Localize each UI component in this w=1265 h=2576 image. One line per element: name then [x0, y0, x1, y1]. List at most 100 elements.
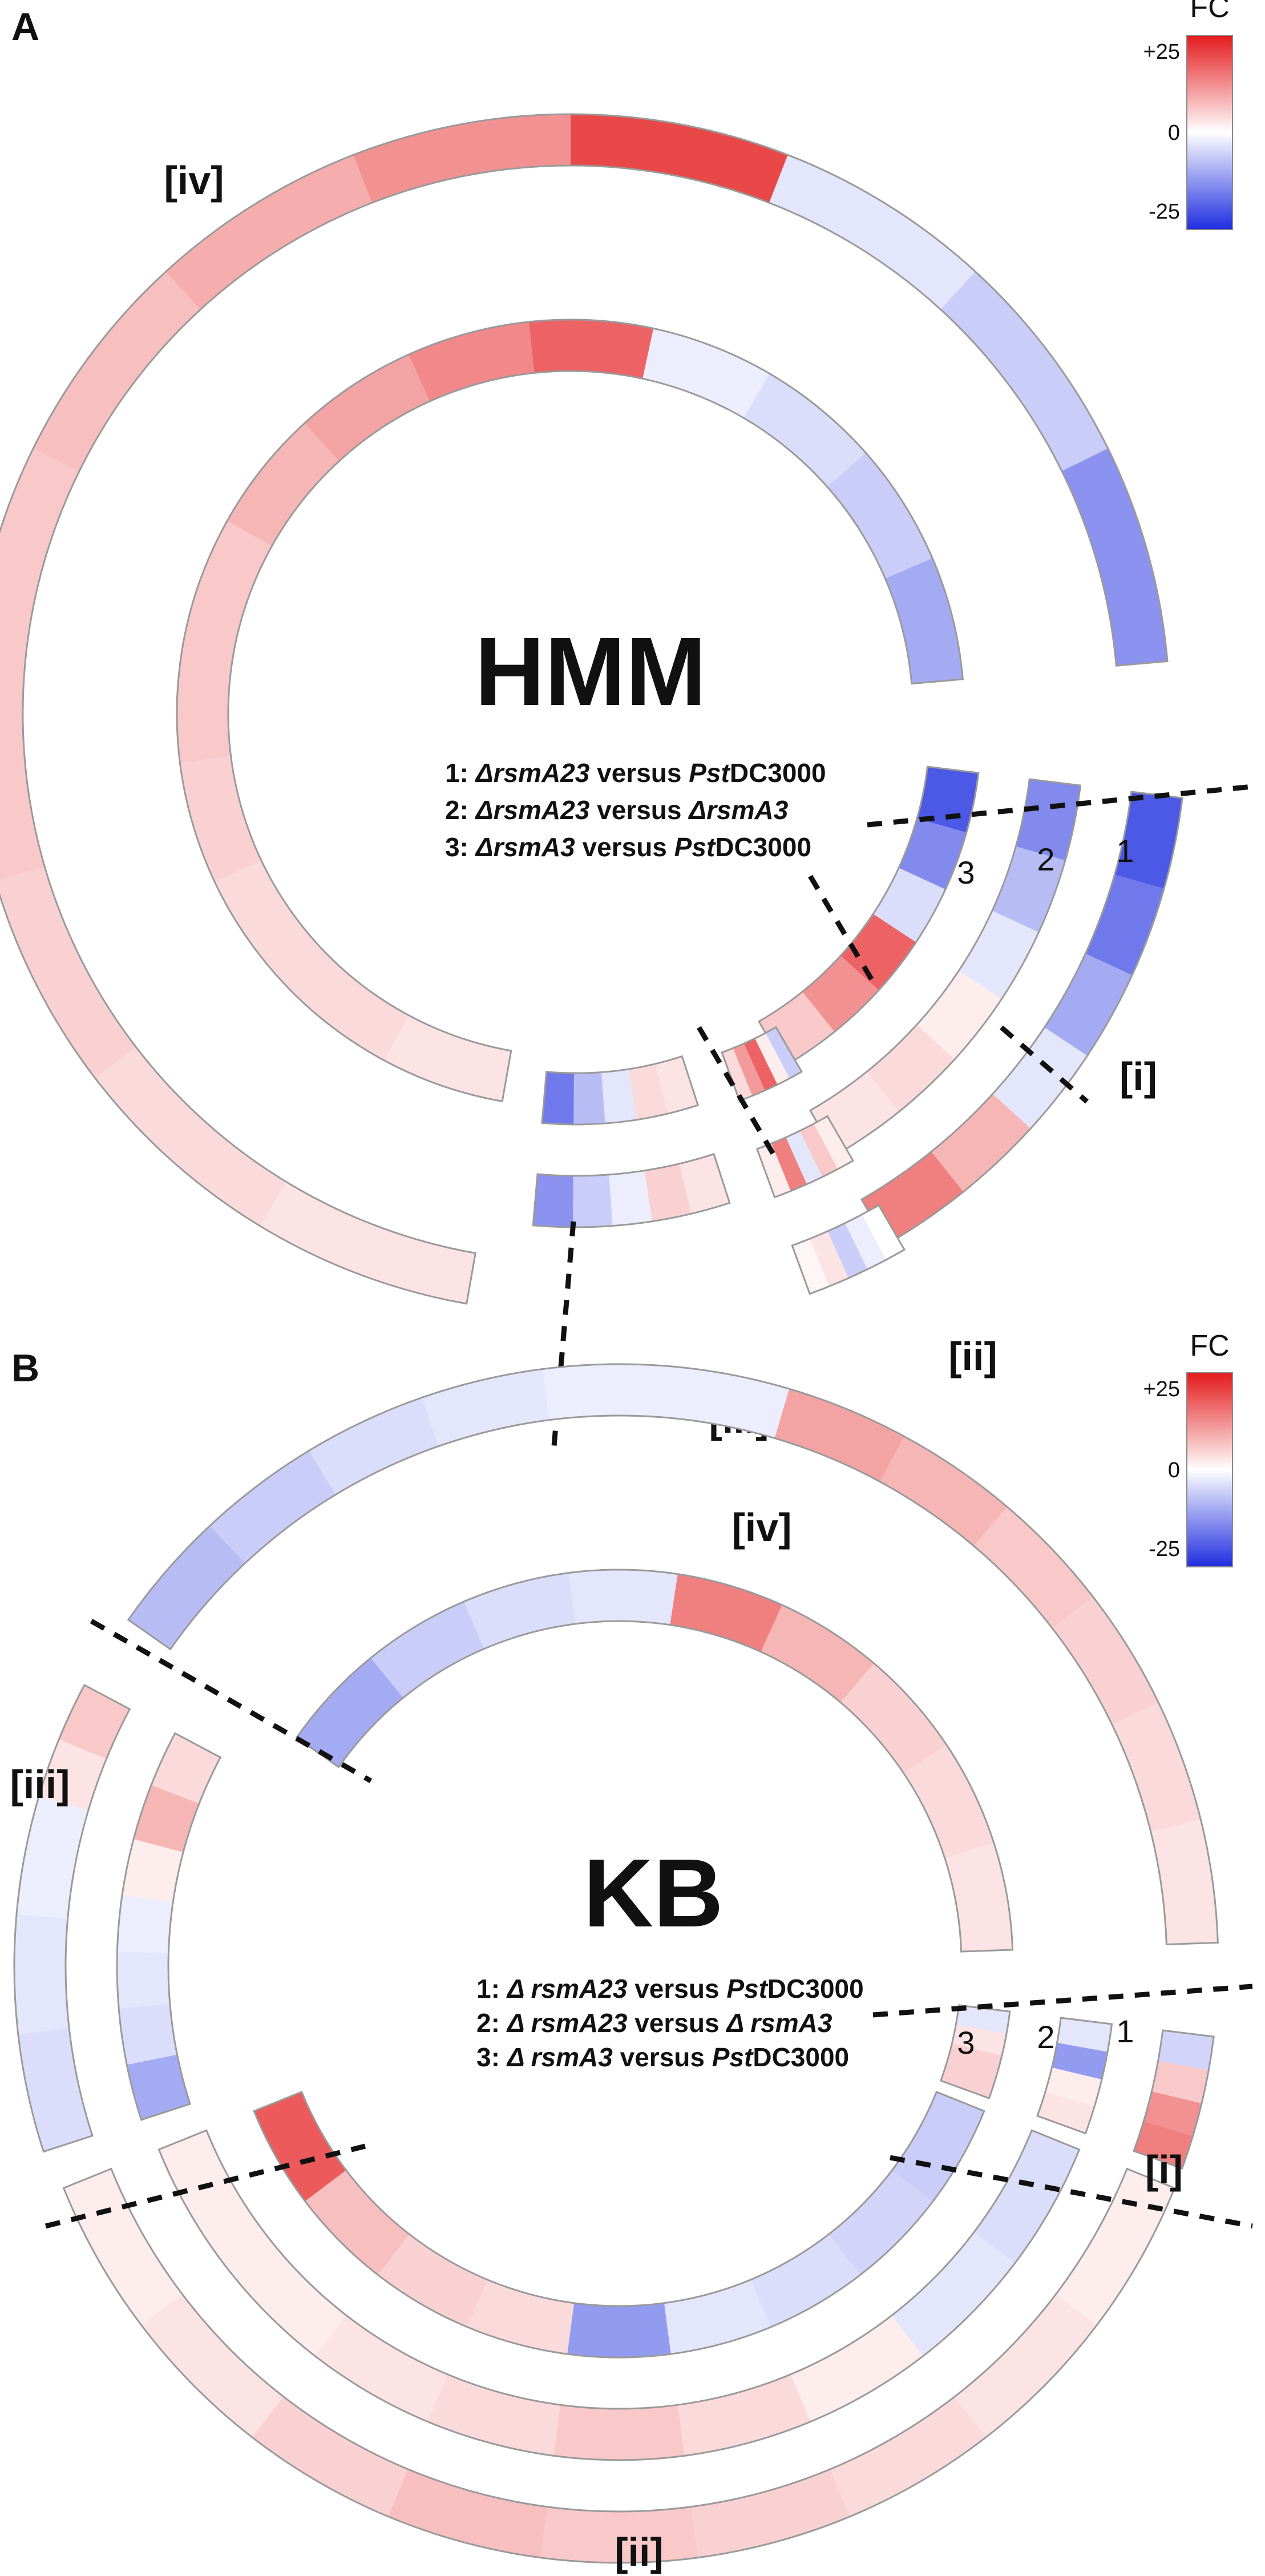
ring-segment: [353, 114, 571, 203]
ring-segment: [799, 1123, 838, 1178]
ring-segment: [956, 2005, 1010, 2034]
panel-b: B KB 1: Δ rsmA23 versus PstDC3000 2: Δ r…: [10, 1329, 1253, 2574]
ring-segment: [127, 2054, 191, 2120]
ring-segment: [828, 2170, 933, 2275]
ring-segment: [529, 320, 654, 379]
ring-segment: [0, 448, 80, 666]
ring-segment: [1052, 2042, 1108, 2080]
ring-number-1: 1: [1116, 2013, 1134, 2049]
ring-segment: [177, 637, 235, 763]
ring-segment: [1150, 1819, 1218, 1945]
ring-segment: [866, 1025, 955, 1112]
ring-segment: [601, 1069, 637, 1124]
panel-a: A HMM 1: ΔrsmA23 versus PstDC3000 2: Δrs…: [0, 0, 1253, 1453]
ring-segment: [765, 1027, 802, 1079]
ring-segment: [63, 2168, 183, 2325]
colorbar-tick-max: +25: [1143, 1377, 1180, 1401]
ring-segment: [223, 2232, 347, 2356]
ring-outline: [62, 2167, 1176, 2564]
ring-segment: [568, 1569, 678, 1625]
ring-segment: [840, 914, 916, 991]
ring-segment: [1057, 2018, 1112, 2053]
ring-segment: [899, 818, 967, 890]
colorbar-tick-min: -25: [1149, 1537, 1180, 1561]
ring-number-1: 1: [1116, 833, 1134, 869]
ring-segment: [116, 1951, 170, 2009]
ring-segment: [802, 956, 879, 1032]
ring-segment: [184, 521, 272, 648]
comparison-legend: 1: ΔrsmA23 versus PstDC3000 2: ΔrsmA23 v…: [445, 758, 826, 862]
ring-outline: [13, 1684, 131, 2153]
group-label-i: [i]: [1145, 2147, 1183, 2192]
ring-segment: [791, 1239, 830, 1294]
ring-segment: [180, 756, 261, 882]
ring-segment: [0, 866, 136, 1079]
ring-segment: [254, 2091, 346, 2202]
divider-line: [890, 2155, 1253, 2229]
ring-segment: [553, 2405, 685, 2460]
circos-rings: [0, 113, 1183, 1305]
ring-segment: [947, 2043, 1002, 2078]
ring-segment: [830, 2396, 987, 2517]
ring-segment: [973, 2130, 1080, 2264]
ring-segment: [296, 1658, 403, 1767]
comparison-line-3: 3: ΔrsmA3 versus PstDC3000: [445, 832, 811, 862]
ring-outline: [541, 1055, 700, 1126]
ring-outline: [0, 113, 1169, 1305]
ring-segment: [141, 2293, 284, 2437]
ring-outline: [295, 1569, 1014, 1953]
ring-segment: [761, 1605, 874, 1703]
ring-segment: [1056, 2168, 1175, 2326]
divider-line: [1000, 1025, 1089, 1104]
ring-segment: [690, 2469, 850, 2558]
colorbar: FC +25 0 -25: [1143, 0, 1233, 230]
ring-segment: [309, 1397, 439, 1495]
ring-segment: [387, 2469, 547, 2558]
ring-segment: [774, 1389, 905, 1482]
ring-segment: [377, 2234, 487, 2327]
ring-outline: [755, 1115, 855, 1199]
colorbar-title: FC: [1190, 0, 1229, 24]
ring-outline: [721, 1026, 803, 1102]
ring-segment: [543, 1364, 668, 1420]
ring-segment: [1062, 448, 1168, 667]
ring-number-2: 2: [1037, 2019, 1054, 2055]
comparison-line-2: 2: ΔrsmA23 versus ΔrsmA3: [445, 795, 789, 825]
ring-segment: [973, 1506, 1093, 1628]
ring-segment: [992, 846, 1065, 933]
circos-rings: [13, 1363, 1219, 2564]
ring-segment: [159, 2130, 264, 2263]
ring-segment: [27, 2082, 93, 2152]
group-label-ii: [ii]: [948, 1334, 997, 1378]
ring-segment: [677, 2374, 811, 2456]
ring-segment: [1112, 1702, 1201, 1832]
group-label-iv: [iv]: [732, 1505, 792, 1550]
ring-segment: [1037, 2091, 1095, 2134]
ring-segment: [259, 1182, 476, 1304]
ring-segment: [1114, 792, 1183, 889]
divider-line: [872, 1984, 1253, 2018]
ring-segment: [1016, 779, 1081, 861]
ring-segment: [642, 328, 770, 418]
colorbar-gradient: [1186, 1372, 1233, 1567]
ring-segment: [165, 155, 373, 310]
ring-segment: [227, 422, 340, 546]
ring-segment: [304, 354, 430, 461]
group-label-iv: [iv]: [164, 158, 224, 203]
ring-segment: [39, 1739, 107, 1811]
ring-segment: [467, 2279, 575, 2354]
panel-letter: A: [11, 5, 39, 49]
ring-segment: [655, 1056, 698, 1114]
ring-outline: [157, 2129, 1081, 2461]
ring-segment: [840, 1663, 947, 1773]
ring-segment: [14, 1973, 70, 2034]
comparison-legend: 1: Δ rsmA23 versus PstDC3000 2: Δ rsmA23…: [476, 1974, 864, 2072]
ring-segment: [384, 1015, 511, 1102]
ring-outline: [127, 1363, 1219, 1946]
ring-segment: [95, 1046, 286, 1226]
ring-segment: [128, 1525, 245, 1650]
ring-segment: [903, 1744, 994, 1859]
ring-segment: [17, 1854, 75, 1919]
colorbar-tick-max: +25: [1143, 40, 1180, 64]
ring-outline: [1133, 2029, 1215, 2170]
